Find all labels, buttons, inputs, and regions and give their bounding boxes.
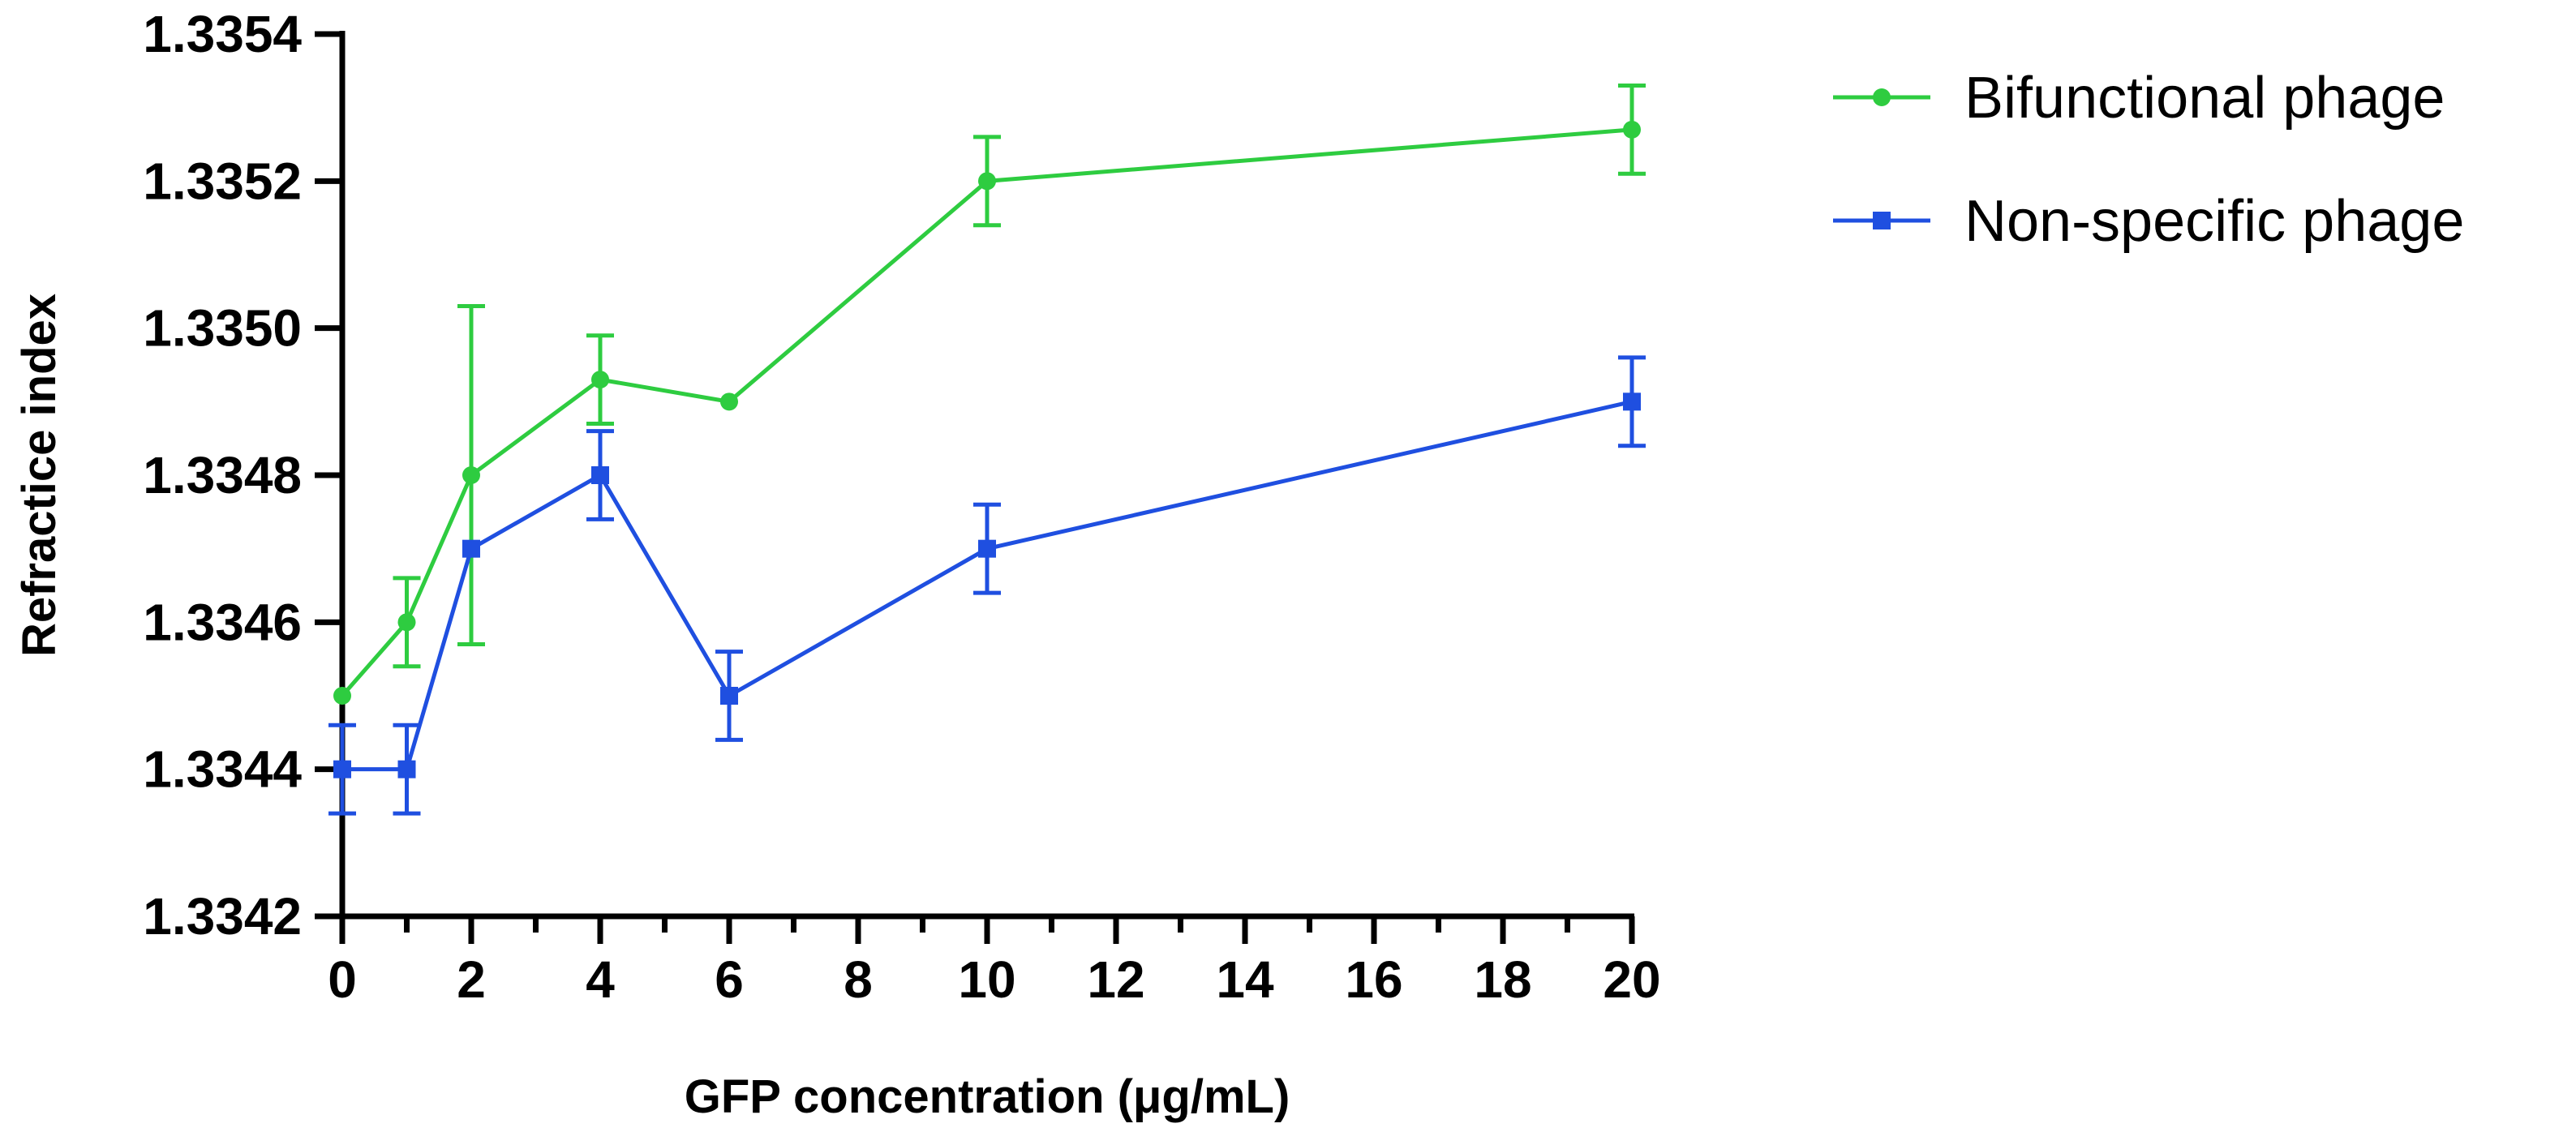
y-tick-label: 1.3344: [143, 740, 302, 799]
legend-marker: [1873, 212, 1891, 229]
data-point: [1623, 392, 1641, 411]
x-tick-label: 6: [715, 950, 744, 1009]
x-tick-label: 10: [958, 950, 1015, 1009]
y-tick-label: 1.3354: [143, 5, 302, 63]
data-point: [720, 687, 738, 705]
legend-marker: [1873, 88, 1891, 106]
x-tick-label: 4: [586, 950, 615, 1009]
y-tick-label: 1.3350: [143, 299, 302, 358]
data-point: [397, 760, 416, 778]
x-tick-label: 0: [328, 950, 357, 1009]
data-point: [978, 172, 996, 191]
x-tick-label: 16: [1345, 950, 1402, 1009]
y-tick-label: 1.3342: [143, 887, 302, 946]
y-tick-label: 1.3346: [143, 593, 302, 651]
data-point: [397, 613, 416, 632]
x-tick-label: 20: [1603, 950, 1660, 1009]
x-tick-label: 12: [1087, 950, 1144, 1009]
y-axis-title: Refractice index: [13, 294, 66, 657]
data-point: [591, 371, 609, 389]
data-point: [333, 760, 351, 778]
legend-label: Non-specific phage: [1964, 189, 2464, 254]
data-point: [978, 539, 996, 558]
data-point: [462, 466, 480, 484]
data-point: [591, 466, 609, 484]
x-tick-label: 18: [1474, 950, 1531, 1009]
y-tick-label: 1.3352: [143, 152, 302, 210]
data-point: [462, 539, 480, 558]
data-point: [720, 392, 738, 411]
data-point: [333, 687, 351, 705]
x-tick-label: 14: [1216, 950, 1274, 1009]
data-point: [1623, 120, 1641, 139]
x-tick-label: 8: [844, 950, 873, 1009]
y-tick-label: 1.3348: [143, 446, 302, 504]
x-tick-label: 2: [457, 950, 486, 1009]
x-axis-title: GFP concentration (μg/mL): [685, 1070, 1290, 1123]
legend-label: Bifunctional phage: [1964, 66, 2445, 131]
